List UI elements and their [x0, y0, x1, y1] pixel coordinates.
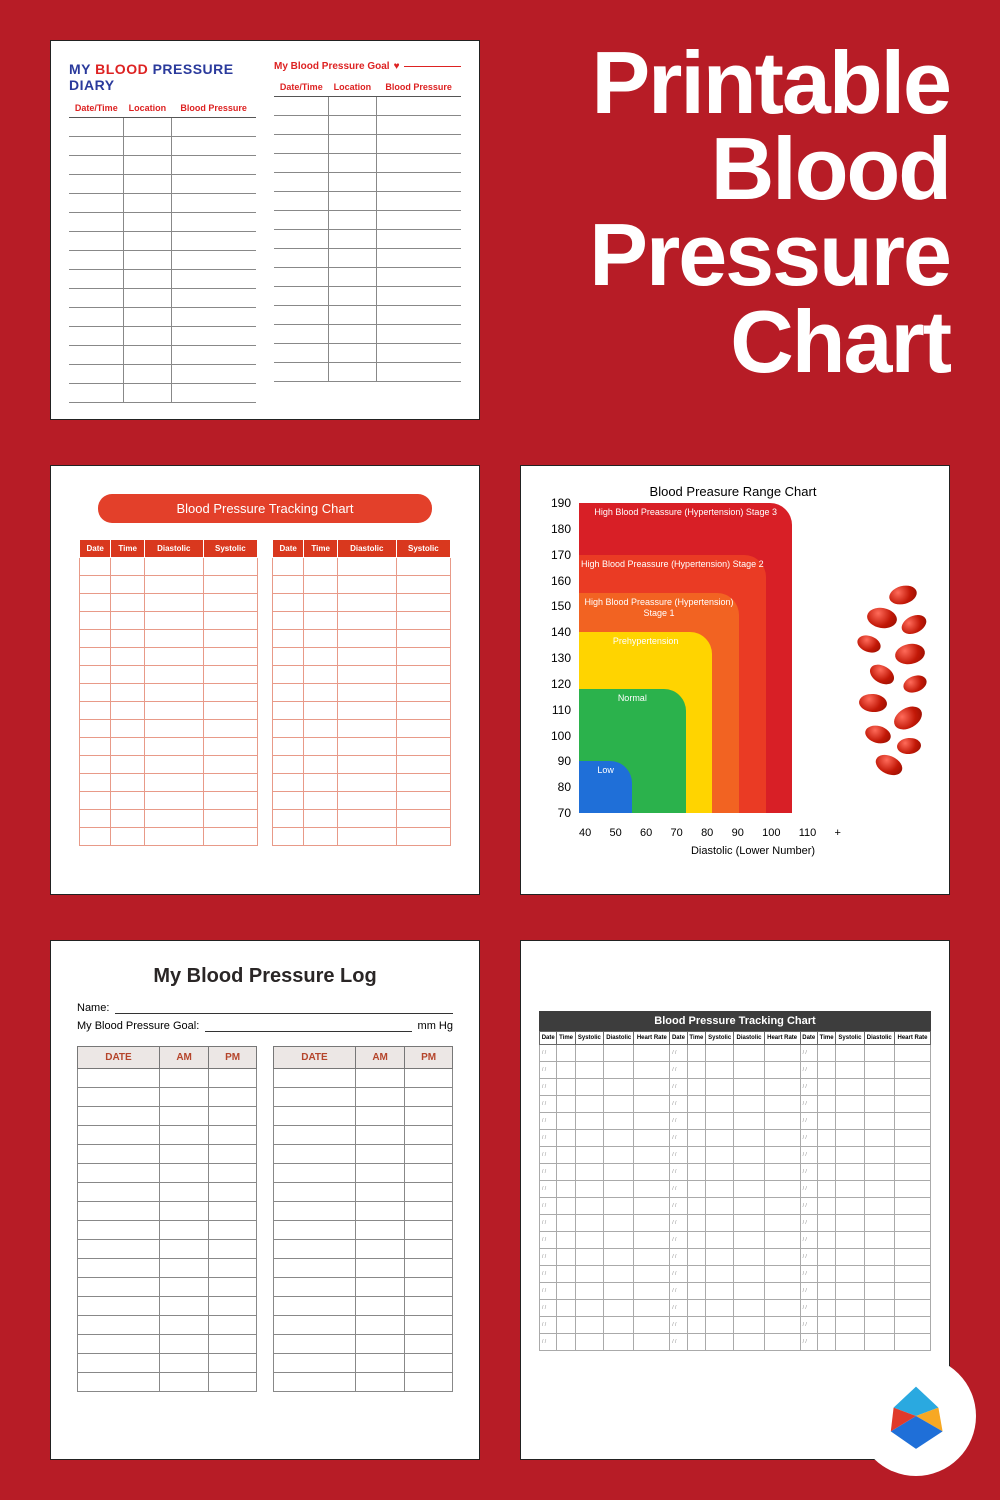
- headline-l4: Chart: [520, 299, 950, 385]
- diary-right-table: Date/TimeLocationBlood Pressure: [274, 80, 461, 382]
- tracking-orange-left: DateTimeDiastolicSystolic: [79, 539, 258, 846]
- brand-logo-icon: [856, 1356, 976, 1476]
- log-card: My Blood Pressure Log Name: My Blood Pre…: [50, 940, 480, 1460]
- tracking-orange-right: DateTimeDiastolicSystolic: [272, 539, 451, 846]
- diary-right-title: My Blood Pressure Goal ♥: [274, 61, 461, 72]
- log-right-table: DATEAMPM: [273, 1046, 453, 1392]
- diary-left-title: MY BLOOD PRESSURE DIARY: [69, 61, 256, 93]
- range-chart-card: Blood Preasure Range Chart Systolic (Upp…: [520, 465, 950, 895]
- range-chart-title: Blood Preasure Range Chart: [529, 484, 937, 499]
- headline-l2: Blood: [520, 126, 950, 212]
- headline-l1: Printable: [520, 40, 950, 126]
- range-chart-xaxis: 405060708090100110+: [579, 827, 841, 839]
- range-chart-plot: High Blood Preassure (Hypertension) Stag…: [579, 503, 819, 813]
- tracking-orange-title: Blood Pressure Tracking Chart: [98, 494, 433, 523]
- diary-left-pane: MY BLOOD PRESSURE DIARY Date/TimeLocatio…: [69, 61, 256, 403]
- blood-cells-icon: [849, 586, 939, 786]
- heart-icon: ♥: [394, 61, 400, 72]
- main-headline: Printable Blood Pressure Chart: [520, 40, 950, 385]
- diary-left-table: Date/TimeLocationBlood Pressure: [69, 101, 256, 403]
- headline-l3: Pressure: [520, 212, 950, 298]
- tracking-grey-title: Blood Pressure Tracking Chart: [539, 1011, 931, 1031]
- range-zone: Low: [579, 761, 632, 813]
- diary-card: MY BLOOD PRESSURE DIARY Date/TimeLocatio…: [50, 40, 480, 420]
- tracking-grey-table: DateTimeSystolicDiastolicHeart RateDateT…: [539, 1031, 931, 1351]
- tracking-orange-card: Blood Pressure Tracking Chart DateTimeDi…: [50, 465, 480, 895]
- log-goal-row: My Blood Pressure Goal:mm Hg: [77, 1020, 453, 1032]
- log-left-table: DATEAMPM: [77, 1046, 257, 1392]
- log-name-row: Name:: [77, 1002, 453, 1014]
- range-chart-xlabel: Diastolic (Lower Number): [529, 845, 937, 857]
- diary-right-pane: My Blood Pressure Goal ♥ Date/TimeLocati…: [274, 61, 461, 403]
- log-title: My Blood Pressure Log: [77, 965, 453, 988]
